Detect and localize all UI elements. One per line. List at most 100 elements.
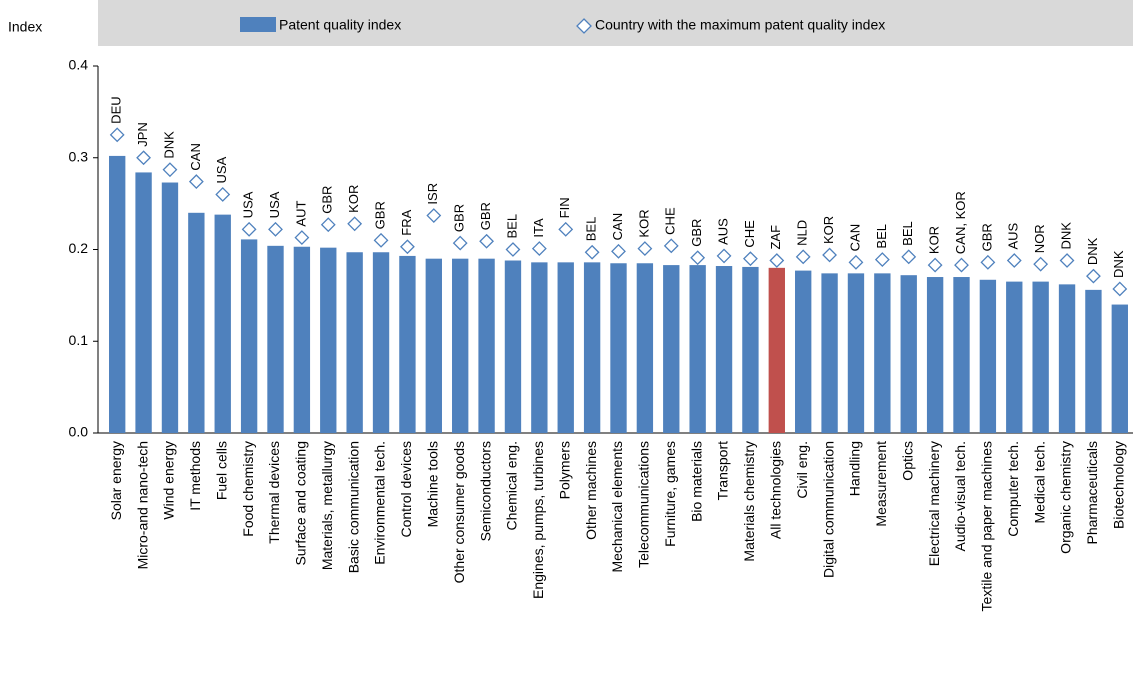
country-label: GBR [320, 186, 335, 214]
country-label: GBR [478, 202, 493, 230]
max-marker [848, 254, 864, 270]
max-marker [1033, 256, 1049, 272]
x-tick-label: Biotechnology [1111, 441, 1127, 529]
x-tick-label: Digital communication [820, 441, 836, 578]
max-marker [690, 250, 706, 266]
y-axis-label: Index [8, 19, 42, 35]
bar [689, 265, 706, 433]
bar [715, 266, 733, 433]
max-marker [927, 257, 943, 273]
x-tick-label: IT methods [187, 441, 203, 511]
country-label: CHE [742, 220, 757, 248]
y-tick-label: 0.0 [69, 424, 89, 440]
max-marker [215, 187, 231, 202]
bar [610, 263, 627, 433]
max-marker [716, 248, 732, 264]
max-marker [611, 243, 626, 259]
bar [742, 266, 759, 433]
max-marker [188, 174, 204, 190]
x-tick-label: Machine tools [425, 441, 441, 527]
country-label: CHE [663, 207, 678, 235]
max-marker [373, 232, 389, 248]
y-tick-label: 0.4 [69, 57, 89, 73]
country-label: KOR [821, 216, 836, 244]
x-tick-label: Furniture, games [662, 441, 678, 547]
x-tick-label: Electrical machinery [926, 441, 942, 566]
max-marker [795, 249, 811, 265]
bar [926, 277, 944, 433]
legend-label: Patent quality index [279, 17, 401, 33]
x-tick-label: Computer tech. [1005, 441, 1021, 537]
x-tick-label: Thermal devices [266, 441, 282, 544]
max-marker [901, 249, 917, 265]
country-label: ITA [531, 218, 546, 238]
y-tick-label: 0.3 [69, 148, 89, 164]
max-marker [505, 242, 521, 257]
country-label: AUT [293, 201, 308, 227]
bar [346, 252, 363, 433]
bar [214, 214, 231, 433]
bar [636, 263, 654, 433]
bar [452, 258, 469, 433]
max-marker [1086, 268, 1101, 284]
x-tick-label: Telecommunications [636, 441, 652, 568]
max-marker [1112, 281, 1128, 297]
max-marker [347, 216, 363, 232]
x-tick-label: Semiconductors [477, 441, 493, 541]
country-label: ISR [425, 183, 440, 205]
max-marker [637, 241, 653, 257]
country-label: KOR [636, 209, 651, 237]
country-label: NOR [1032, 224, 1047, 253]
max-marker [136, 150, 151, 166]
max-marker [531, 241, 547, 257]
x-tick-label: Measurement [873, 441, 889, 527]
x-tick-label: Basic communication [345, 441, 361, 573]
x-tick-label: Textile and paper machines [979, 441, 995, 611]
country-label: JPN [135, 122, 150, 147]
country-label: CAN [610, 213, 625, 240]
x-tick-label: Other consumer goods [451, 441, 467, 583]
country-label: DNK [1085, 237, 1100, 265]
bar [1111, 304, 1128, 433]
bar [1006, 281, 1023, 433]
x-tick-label: All technologies [768, 441, 784, 539]
max-marker [294, 230, 310, 245]
x-tick-label: Materials, metallurgy [319, 441, 335, 570]
country-label: FRA [399, 209, 414, 235]
country-label: CAN, KOR [953, 191, 968, 254]
bar [557, 262, 574, 433]
country-label: AUS [715, 218, 730, 245]
bar [1058, 284, 1076, 433]
x-tick-label: Food chemistry [240, 441, 256, 537]
y-tick-label: 0.1 [69, 332, 89, 348]
max-marker [452, 235, 468, 251]
max-marker [162, 162, 178, 178]
x-tick-label: Polymers [556, 441, 572, 499]
max-marker [743, 251, 758, 267]
x-tick-label: Control devices [398, 441, 414, 538]
bar [135, 172, 152, 433]
max-marker [980, 254, 996, 270]
x-tick-label: Bio materials [688, 441, 704, 522]
x-tick-label: Handling [847, 441, 863, 496]
max-marker [479, 233, 494, 249]
x-tick-label: Micro-and nano-tech [134, 441, 150, 569]
bar [979, 279, 997, 433]
country-label: DNK [161, 131, 176, 159]
x-tick-label: Audio-visual tech. [952, 441, 968, 552]
bar [900, 275, 917, 433]
bar [425, 258, 442, 433]
country-label: FIN [557, 197, 572, 218]
max-marker [822, 247, 837, 263]
x-tick-label: Optics [899, 441, 915, 481]
country-label: NLD [795, 220, 810, 246]
country-label: GBR [689, 219, 704, 247]
bar [663, 265, 680, 433]
max-marker [268, 221, 283, 237]
x-tick-label: Chemical eng. [504, 441, 520, 531]
country-label: AUS [1006, 222, 1021, 249]
max-marker [241, 221, 257, 237]
max-marker [874, 252, 890, 268]
max-marker [1059, 253, 1075, 268]
